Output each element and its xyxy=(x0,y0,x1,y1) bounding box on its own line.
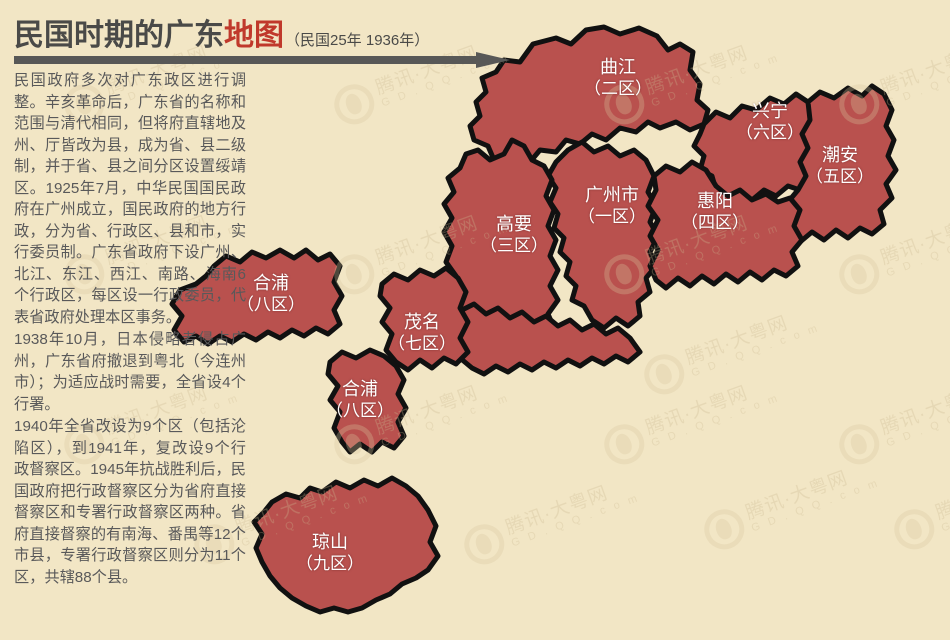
map-region-coastal-strip[interactable] xyxy=(439,297,643,377)
page-header: 民国时期的广东 地图 （民国25年 1936年） xyxy=(14,10,429,54)
article-paragraph-3: 1940年全省改设为9个区（包括沦陷区），到1941年，复改设9个行政督察区。1… xyxy=(14,418,246,586)
map-region-hepu-leizhou[interactable] xyxy=(325,347,409,455)
title-subtitle: （民国25年 1936年） xyxy=(285,32,430,49)
article-body: 民国政府多次对广东政区进行调整。辛亥革命后，广东省的名称和范围与清代相同，但将府… xyxy=(14,70,246,589)
map-region-hepu-west[interactable] xyxy=(169,247,345,347)
map-region-qujiang[interactable] xyxy=(467,24,711,171)
page-title: 民国时期的广东 地图 （民国25年 1936年） xyxy=(14,10,429,54)
article-paragraph-2: 1938年10月，日本侵略者侵占广州，广东省府撤退到粤北（今连州市）；为适应战时… xyxy=(14,331,246,413)
map-region-chaoan[interactable] xyxy=(785,83,899,245)
map-region-qiongshan[interactable] xyxy=(251,475,441,615)
article-paragraph-1: 民国政府多次对广东政区进行调整。辛亥革命后，广东省的名称和范围与清代相同，但将府… xyxy=(14,72,246,326)
map-region-guangzhoushi[interactable] xyxy=(545,139,661,331)
map-region-huiyang[interactable] xyxy=(645,159,805,291)
title-accent: 地图 xyxy=(224,19,284,52)
right-arrow-icon xyxy=(14,52,510,68)
map-region-maoming[interactable] xyxy=(377,265,471,373)
title-main: 民国时期的广东 xyxy=(14,19,224,52)
